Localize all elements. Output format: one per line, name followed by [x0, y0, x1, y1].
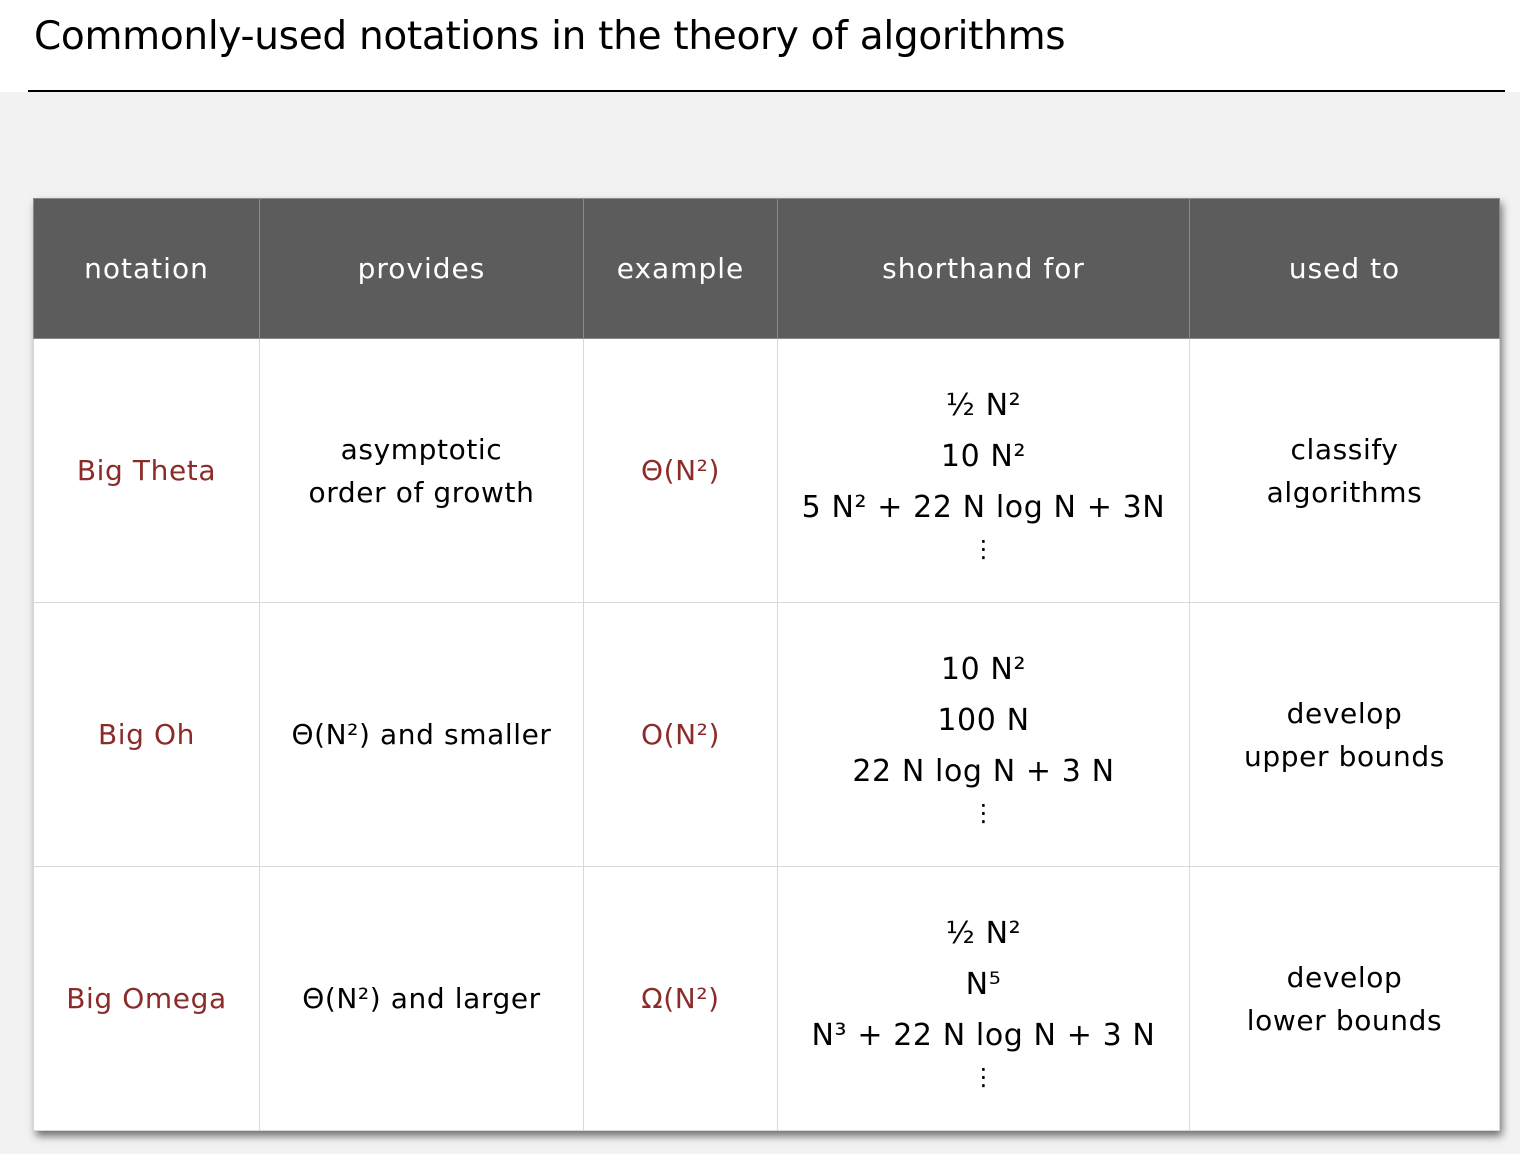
example-cell: Θ(N²): [583, 338, 778, 603]
table-row: Big Omega Θ(N²) and larger Ω(N²) ½ N² N⁵…: [33, 866, 1500, 1131]
used-to-cell: classify algorithms: [1189, 338, 1500, 603]
shorthand-line: 10 N²: [940, 439, 1027, 474]
shorthand-line: ½ N²: [945, 916, 1022, 951]
used-to-line: algorithms: [1266, 475, 1423, 509]
shorthand-line: N³ + 22 N log N + 3 N: [811, 1018, 1156, 1053]
header-provides: provides: [259, 198, 584, 339]
used-to-cell: develop lower bounds: [1189, 866, 1500, 1131]
notation-table: notation provides example shorthand for …: [33, 198, 1500, 1131]
shorthand-line: 100 N: [937, 703, 1030, 738]
vertical-ellipsis: ⋮: [971, 535, 996, 563]
header-shorthand: shorthand for: [777, 198, 1190, 339]
used-to-line: develop: [1286, 696, 1403, 730]
table-row: Big Theta asymptotic order of growth Θ(N…: [33, 338, 1500, 603]
used-to-line: upper bounds: [1244, 739, 1445, 773]
provides-line: Θ(N²) and smaller: [291, 718, 552, 751]
vertical-ellipsis: ⋮: [971, 799, 996, 827]
table-row: Big Oh Θ(N²) and smaller O(N²) 10 N² 100…: [33, 602, 1500, 867]
header-example: example: [583, 198, 778, 339]
used-to-line: lower bounds: [1246, 1003, 1443, 1037]
provides-line: asymptotic: [340, 432, 503, 466]
shorthand-cell: 10 N² 100 N 22 N log N + 3 N ⋮: [777, 602, 1190, 867]
provides-cell: Θ(N²) and smaller: [259, 602, 584, 867]
notation-table-container: notation provides example shorthand for …: [33, 198, 1500, 1131]
title-bar: Commonly-used notations in the theory of…: [0, 0, 1520, 92]
provides-cell: Θ(N²) and larger: [259, 866, 584, 1131]
notation-cell: Big Oh: [33, 602, 260, 867]
shorthand-line: 22 N log N + 3 N: [852, 754, 1115, 789]
used-to-line: classify: [1290, 432, 1399, 466]
provides-cell: asymptotic order of growth: [259, 338, 584, 603]
provides-line: order of growth: [308, 475, 535, 509]
shorthand-cell: ½ N² 10 N² 5 N² + 22 N log N + 3N ⋮: [777, 338, 1190, 603]
notation-cell: Big Theta: [33, 338, 260, 603]
shorthand-line: ½ N²: [945, 388, 1022, 423]
shorthand-cell: ½ N² N⁵ N³ + 22 N log N + 3 N ⋮: [777, 866, 1190, 1131]
header-row: notation provides example shorthand for …: [33, 198, 1500, 339]
shorthand-line: 5 N² + 22 N log N + 3N: [801, 490, 1166, 525]
notation-cell: Big Omega: [33, 866, 260, 1131]
vertical-ellipsis: ⋮: [971, 1063, 996, 1091]
header-notation: notation: [33, 198, 260, 339]
example-cell: O(N²): [583, 602, 778, 867]
page-title: Commonly-used notations in the theory of…: [34, 14, 1066, 59]
shorthand-line: N⁵: [965, 967, 1002, 1002]
used-to-cell: develop upper bounds: [1189, 602, 1500, 867]
example-cell: Ω(N²): [583, 866, 778, 1131]
used-to-line: develop: [1286, 960, 1403, 994]
provides-line: Θ(N²) and larger: [302, 982, 541, 1015]
title-rule: [28, 90, 1505, 92]
header-used-to: used to: [1189, 198, 1500, 339]
shorthand-line: 10 N²: [940, 652, 1027, 687]
